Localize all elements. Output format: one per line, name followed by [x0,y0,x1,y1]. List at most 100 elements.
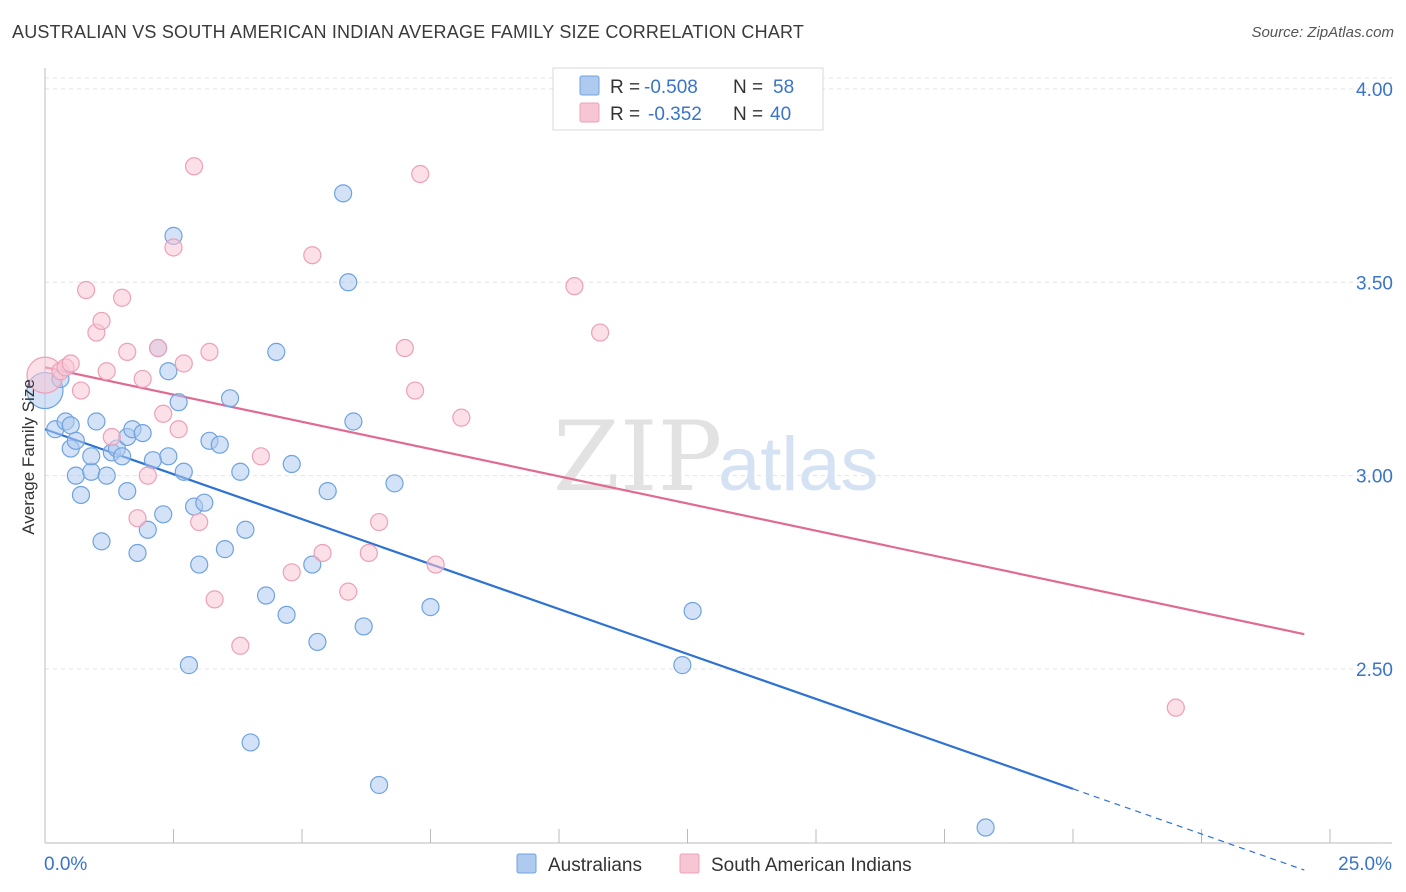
gridlines [45,77,1392,670]
point-australians [683,601,702,621]
y-axis-title: Average Family Size [19,379,38,535]
point-australians [82,447,101,466]
point-south-american-indians [591,323,610,342]
point-australians [236,520,255,539]
point-south-american-indians [97,362,116,381]
point-south-american-indians [405,381,425,400]
point-australians [385,474,404,493]
point-australians [339,273,358,292]
stats-n-label-south-american-indians: N = [733,104,763,125]
point-australians [66,431,85,450]
point-south-american-indians [565,277,584,296]
point-australians [133,423,152,443]
point-south-american-indians [164,238,183,257]
point-south-american-indians [251,447,270,466]
point-australians [318,482,337,501]
point-australians [174,462,193,481]
legend-label-south-american-indians: South American Indians [711,855,912,876]
point-south-american-indians [339,582,358,601]
point-australians [128,543,147,563]
point-south-american-indians [452,408,471,427]
legend-label-australians: Australians [548,855,642,876]
point-south-american-indians [370,512,389,532]
stats-n-value-australians: 58 [773,77,794,98]
trendline-extension-australians [1072,788,1305,871]
point-australians [256,586,276,605]
point-south-american-indians [184,157,204,176]
x-tick-label-min: 0.0% [44,854,87,875]
trend-lines [44,366,1305,871]
point-australians [334,184,353,203]
point-australians [66,466,85,485]
legend-swatch-australians [516,853,537,874]
axes [44,68,1392,844]
y-tick-label-3: 4.00 [1356,80,1393,101]
point-australians [267,342,286,361]
point-south-american-indians [148,338,168,358]
trendline-australians [44,428,1074,790]
tick-labels: 2.50 3.00 3.50 4.00 0.0% 25.0% [44,80,1393,875]
point-australians [241,733,260,752]
point-south-american-indians [71,381,91,400]
point-australians [169,393,188,412]
point-australians [673,656,692,675]
trendline-south-american-indians [44,366,1305,636]
point-australians [138,520,157,539]
stats-swatch-australians [579,75,600,96]
point-south-american-indians [313,543,332,563]
watermark-atlas: atlas [718,422,879,507]
legend-swatch-south-american-indians [679,853,700,874]
point-south-american-indians [1166,698,1185,717]
point-australians [303,555,322,574]
point-south-american-indians [92,311,111,331]
y-tick-label-1: 3.00 [1356,467,1393,488]
x-tick-label-max: 25.0% [1338,854,1392,875]
point-south-american-indians [190,512,209,532]
y-tick-label-2: 3.50 [1356,273,1393,294]
point-australians [159,362,178,381]
point-australians [61,416,80,435]
stats-r-value-australians: -0.508 [644,77,698,98]
point-south-american-indians [61,354,80,373]
point-south-american-indians [200,342,219,361]
point-south-american-indians [231,636,250,655]
point-south-american-indians [112,288,132,307]
point-australians [97,466,116,485]
point-australians [277,605,296,624]
point-australians [282,454,301,474]
point-australians [154,505,173,524]
stats-legend: R = -0.508 N = 58 R = -0.352 N = 40 [552,67,824,131]
stats-r-value-south-american-indians: -0.352 [648,104,702,125]
point-australians [179,656,199,675]
point-south-american-indians [303,246,322,265]
point-south-american-indians [102,427,121,447]
point-south-american-indians [205,590,224,609]
watermark-zip: ZIP [553,401,722,513]
point-australians [354,617,373,636]
point-australians [370,775,389,795]
point-south-american-indians [128,509,147,528]
point-south-american-indians [133,369,152,389]
point-australians [82,462,101,481]
stats-n-value-south-american-indians: 40 [770,104,791,125]
point-south-american-indians [411,164,430,184]
data-points [26,157,1185,837]
point-south-american-indians [154,404,173,423]
point-south-american-indians [426,555,445,574]
point-australians [231,462,250,481]
point-australians [421,598,440,617]
point-australians [92,532,111,551]
point-australians [118,482,137,501]
point-south-american-indians [138,466,157,485]
stats-r-label-australians: R = [610,77,640,98]
source-credit: Source: ZipAtlas.com [1251,24,1394,41]
point-south-american-indians [77,280,96,300]
chart-title: AUSTRALIAN VS SOUTH AMERICAN INDIAN AVER… [12,22,805,42]
series-legend: Australians South American Indians [516,853,912,876]
stats-r-label-south-american-indians: R = [610,104,640,125]
stats-swatch-south-american-indians [579,102,600,123]
point-australians [190,555,209,574]
point-australians [220,389,240,408]
y-tick-label-0: 2.50 [1356,660,1393,681]
